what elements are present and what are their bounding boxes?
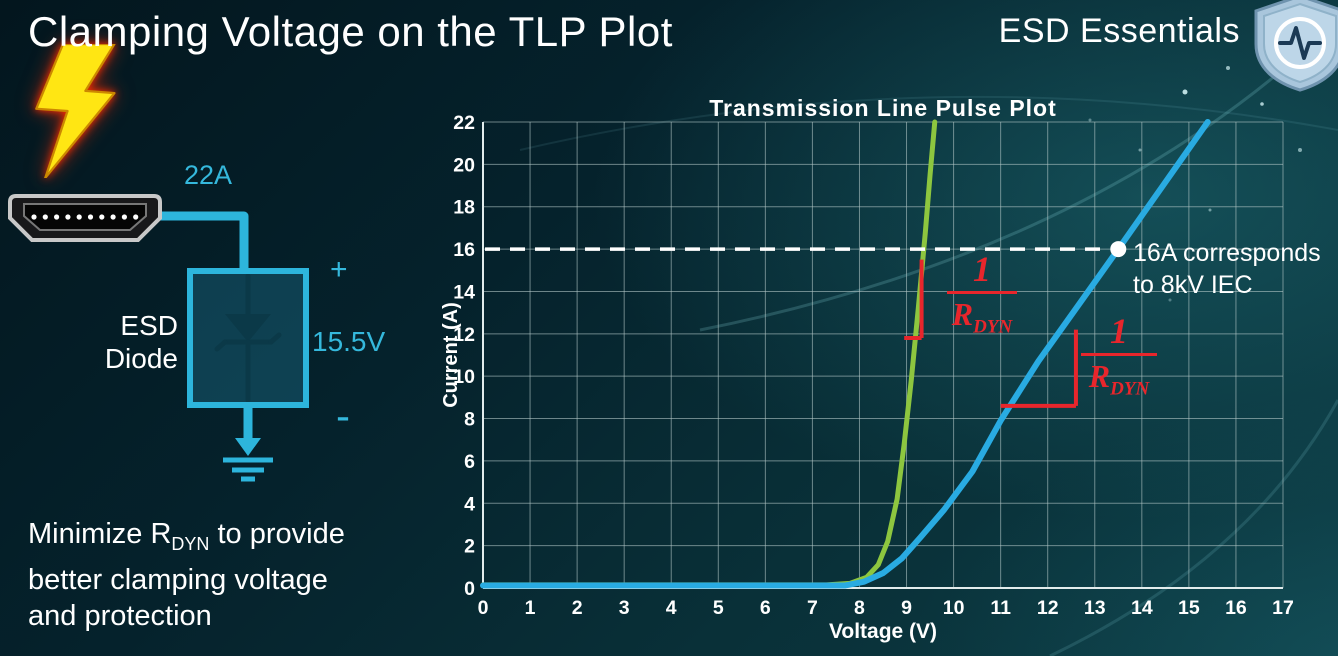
rdyn-fraction-green: 1 RDYN (947, 251, 1017, 336)
shield-pulse-icon (1254, 0, 1338, 92)
y-tick-label: 2 (464, 536, 475, 558)
x-tick-label: 8 (854, 597, 865, 619)
x-tick-label: 14 (1131, 597, 1153, 619)
x-tick-label: 9 (901, 597, 912, 619)
marker-dot-16A (1110, 241, 1127, 258)
y-tick-label: 8 (464, 409, 475, 431)
x-tick-label: 5 (713, 597, 724, 619)
device-label-line1: ESD (120, 310, 178, 341)
surge-wire (154, 211, 249, 274)
polarity-minus-label: - (336, 392, 350, 439)
y-tick-label: 6 (464, 451, 475, 473)
ground-icon (223, 406, 273, 482)
note-line-1: Minimize RDYN to provide (28, 518, 345, 554)
note-line-2: better clamping voltage (28, 563, 328, 596)
x-tick-label: 4 (666, 597, 677, 619)
fraction-denominator: RDYN (1088, 358, 1150, 400)
y-tick-label: 22 (453, 112, 475, 134)
lightning-icon (35, 44, 116, 178)
hdmi-pins (31, 214, 139, 220)
zener-diode-icon (214, 273, 282, 403)
x-tick-label: 0 (478, 597, 489, 619)
y-tick-label: 4 (464, 493, 475, 515)
x-tick-label: 12 (1037, 597, 1059, 619)
x-tick-label: 10 (943, 597, 965, 619)
x-tick-label: 1 (525, 597, 536, 619)
x-axis-label: Voltage (V) (828, 620, 938, 643)
marker-annotation-line1: 16A corresponds (1133, 239, 1321, 267)
fraction-numerator: 1 (947, 251, 1017, 294)
takeaway-note: Minimize RDYN to provide better clamping… (28, 516, 345, 634)
decor-swoosh (699, 18, 1338, 332)
page-title: Clamping Voltage on the TLP Plot (28, 8, 673, 55)
x-tick-label: 2 (572, 597, 583, 619)
x-tick-label: 7 (807, 597, 818, 619)
x-tick-label: 17 (1272, 597, 1294, 619)
device-label-line2: Diode (104, 343, 178, 374)
x-tick-label: 16 (1225, 597, 1247, 619)
decor-stars (1088, 58, 1322, 302)
esd-diode-box (187, 268, 309, 408)
y-tick-label: 20 (453, 154, 475, 176)
blue-curve-high-rdyn (480, 119, 1211, 589)
chart-title: Transmission Line Pulse Plot (709, 95, 1057, 121)
fraction-numerator: 1 (1081, 313, 1157, 356)
marker-annotation-line2: to 8kV IEC (1133, 271, 1253, 299)
note-line-3: and protection (28, 599, 212, 632)
marker-annotation: 16A corresponds to 8kV IEC (1133, 237, 1321, 301)
green-curve-low-rdyn (480, 119, 938, 588)
y-axis-label: Current (A) (440, 302, 462, 408)
clamping-voltage-label: 15.5V (312, 326, 386, 357)
brand-name: ESD Essentials (998, 12, 1240, 50)
polarity-plus-label: + (330, 253, 348, 286)
rdyn-fraction-blue: 1 RDYN (1081, 313, 1157, 398)
y-tick-label: 10 (453, 366, 475, 388)
hdmi-connector-icon (8, 194, 162, 242)
fraction-denominator: RDYN (951, 296, 1013, 338)
y-tick-label: 16 (453, 239, 475, 261)
x-tick-label: 11 (990, 597, 1011, 619)
y-tick-label: 18 (453, 197, 475, 219)
x-tick-label: 3 (619, 597, 630, 619)
y-tick-label: 12 (453, 324, 475, 346)
surge-current-label: 22A (184, 160, 233, 190)
y-tick-label: 14 (453, 281, 475, 303)
x-tick-label: 15 (1178, 597, 1200, 619)
x-tick-label: 6 (760, 597, 771, 619)
decor-swoosh (519, 95, 1338, 151)
rdyn-subscript: DYN (171, 533, 210, 554)
x-tick-label: 13 (1084, 597, 1106, 619)
y-tick-label: 0 (464, 578, 475, 600)
decor-swoosh (1049, 399, 1338, 656)
